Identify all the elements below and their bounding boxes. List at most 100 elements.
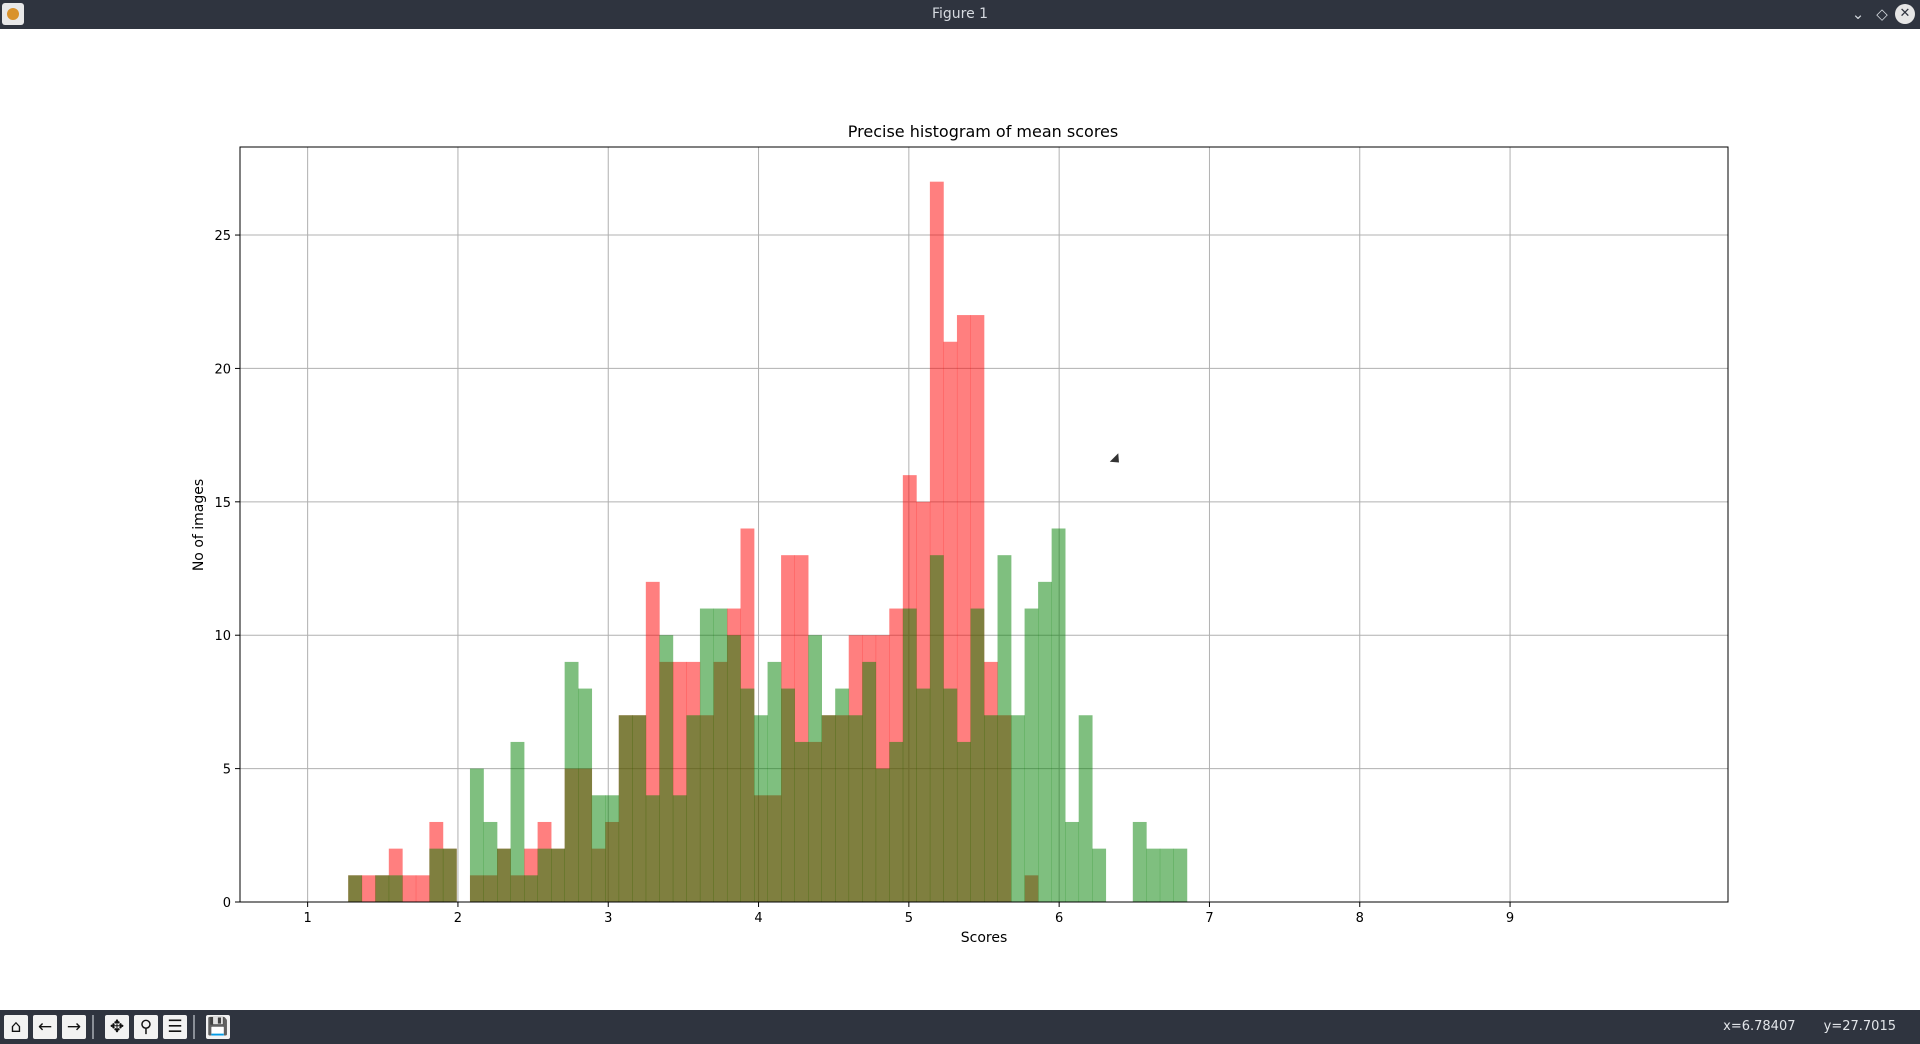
histogram-bar	[510, 741, 525, 902]
plot-frame	[239, 146, 1729, 903]
pan-icon[interactable]: ✥	[105, 1015, 129, 1039]
histogram-figure: Precise histogram of mean scores 1 2 3 4 5 6 7…	[191, 122, 1729, 946]
forward-arrow-icon[interactable]: →	[62, 1015, 86, 1039]
y-tick-label: 15	[214, 496, 231, 511]
histogram-bar	[929, 555, 944, 902]
histogram-bar	[916, 688, 931, 902]
histogram-bar	[483, 821, 498, 902]
histogram-bar	[726, 635, 741, 902]
x-tick-label: 4	[754, 911, 762, 926]
histogram-bar	[605, 795, 620, 902]
x-tick-label: 5	[905, 911, 913, 926]
green-series	[348, 528, 1188, 902]
histogram-bar	[442, 848, 457, 902]
histogram-bar	[564, 661, 579, 902]
histogram-bar	[1051, 528, 1066, 902]
histogram-bar	[1159, 848, 1174, 902]
histogram-bar	[794, 741, 809, 902]
histogram-bar	[875, 768, 890, 902]
histogram-bar	[699, 608, 714, 902]
x-tick-label: 3	[604, 911, 612, 926]
y-axis-label: No of images	[191, 479, 207, 571]
save-icon[interactable]: 💾	[206, 1015, 230, 1039]
close-icon[interactable]: ✕	[1895, 4, 1915, 24]
histogram-bar	[902, 608, 917, 902]
histogram-bar	[429, 848, 444, 902]
histogram-bar	[956, 741, 971, 902]
histogram-bar	[645, 795, 660, 902]
subplots-config-icon[interactable]: ☰	[163, 1015, 187, 1039]
histogram-bar	[835, 688, 850, 902]
histogram-bar	[1065, 821, 1080, 902]
y-tick-label: 25	[214, 229, 231, 244]
histogram-bar	[388, 875, 403, 902]
histogram-bar	[754, 715, 768, 902]
axis-ticks: 1 2 3 4 5 6 7 8 9 0 5 10 15 20 25	[214, 229, 1514, 926]
histogram-bar	[672, 795, 687, 902]
histogram-bar	[767, 661, 782, 902]
histogram-bar	[1024, 608, 1039, 902]
histogram-bar	[943, 688, 958, 902]
toolbar-separator	[92, 1015, 94, 1039]
toolbar-separator	[193, 1015, 195, 1039]
histogram-bar	[1038, 581, 1052, 902]
histogram-bar	[578, 688, 593, 902]
histogram-bar	[402, 875, 417, 902]
histogram-bar	[781, 688, 795, 902]
x-tick-label: 6	[1055, 911, 1063, 926]
histogram-bar	[469, 768, 484, 902]
x-tick-label: 7	[1205, 911, 1213, 926]
coord-x: x=6.78407	[1723, 1019, 1796, 1034]
y-tick-label: 5	[223, 763, 231, 778]
x-tick-label: 2	[454, 911, 462, 926]
histogram-bar	[997, 555, 1012, 902]
histogram-bar	[632, 715, 647, 902]
x-tick-label: 8	[1356, 911, 1364, 926]
histogram-bar	[1132, 821, 1147, 902]
coord-y: y=27.7015	[1823, 1019, 1896, 1034]
histogram-bar	[537, 848, 552, 902]
histogram-bar	[618, 715, 633, 902]
histogram-bar	[821, 715, 836, 902]
histogram-bar	[1092, 848, 1107, 902]
histogram-bar	[848, 715, 863, 902]
histogram-bar	[524, 875, 538, 902]
home-icon[interactable]: ⌂	[4, 1015, 28, 1039]
app-icon	[2, 3, 24, 25]
histogram-bar	[375, 875, 390, 902]
window-title: Figure 1	[931, 6, 989, 22]
histogram-bar	[1146, 848, 1161, 902]
histogram-bar	[740, 688, 755, 902]
histogram-bar	[686, 715, 701, 902]
histogram-bar	[415, 875, 430, 902]
zoom-icon[interactable]: ⚲	[134, 1015, 158, 1039]
chart-title: Precise histogram of mean scores	[848, 122, 1118, 141]
cursor-coordinates: x=6.78407 y=27.7015	[1699, 1010, 1896, 1044]
histogram-bar	[551, 848, 565, 902]
x-tick-label: 9	[1506, 911, 1514, 926]
x-axis-label: Scores	[961, 930, 1008, 946]
diamond-icon[interactable]: ◇	[1876, 5, 1888, 23]
y-tick-label: 0	[223, 896, 231, 911]
y-tick-label: 10	[214, 629, 231, 644]
histogram-bar	[984, 715, 998, 902]
title-bar: Figure 1 ⌄ ◇ ✕	[0, 0, 1920, 29]
histogram-bar	[591, 795, 606, 902]
y-tick-label: 20	[214, 362, 231, 377]
histogram-bar	[862, 661, 877, 902]
histogram-bar	[1173, 848, 1188, 902]
back-arrow-icon[interactable]: ←	[33, 1015, 57, 1039]
histogram-bar	[889, 741, 904, 902]
x-tick-label: 1	[303, 911, 311, 926]
histogram-bar	[659, 635, 674, 902]
histogram-bar	[713, 608, 728, 902]
navigation-toolbar: ⌂ ← → ✥ ⚲ ☰ 💾 x=6.78407 y=27.7015	[0, 1010, 1920, 1044]
histogram-bar	[1011, 715, 1025, 902]
chevron-down-icon[interactable]: ⌄	[1851, 5, 1865, 23]
histogram-bar	[808, 635, 822, 902]
histogram-bar	[970, 608, 985, 902]
histogram-bar	[1078, 715, 1093, 902]
histogram-bar	[497, 848, 511, 902]
histogram-bar	[361, 875, 376, 902]
histogram-bar	[348, 875, 363, 902]
